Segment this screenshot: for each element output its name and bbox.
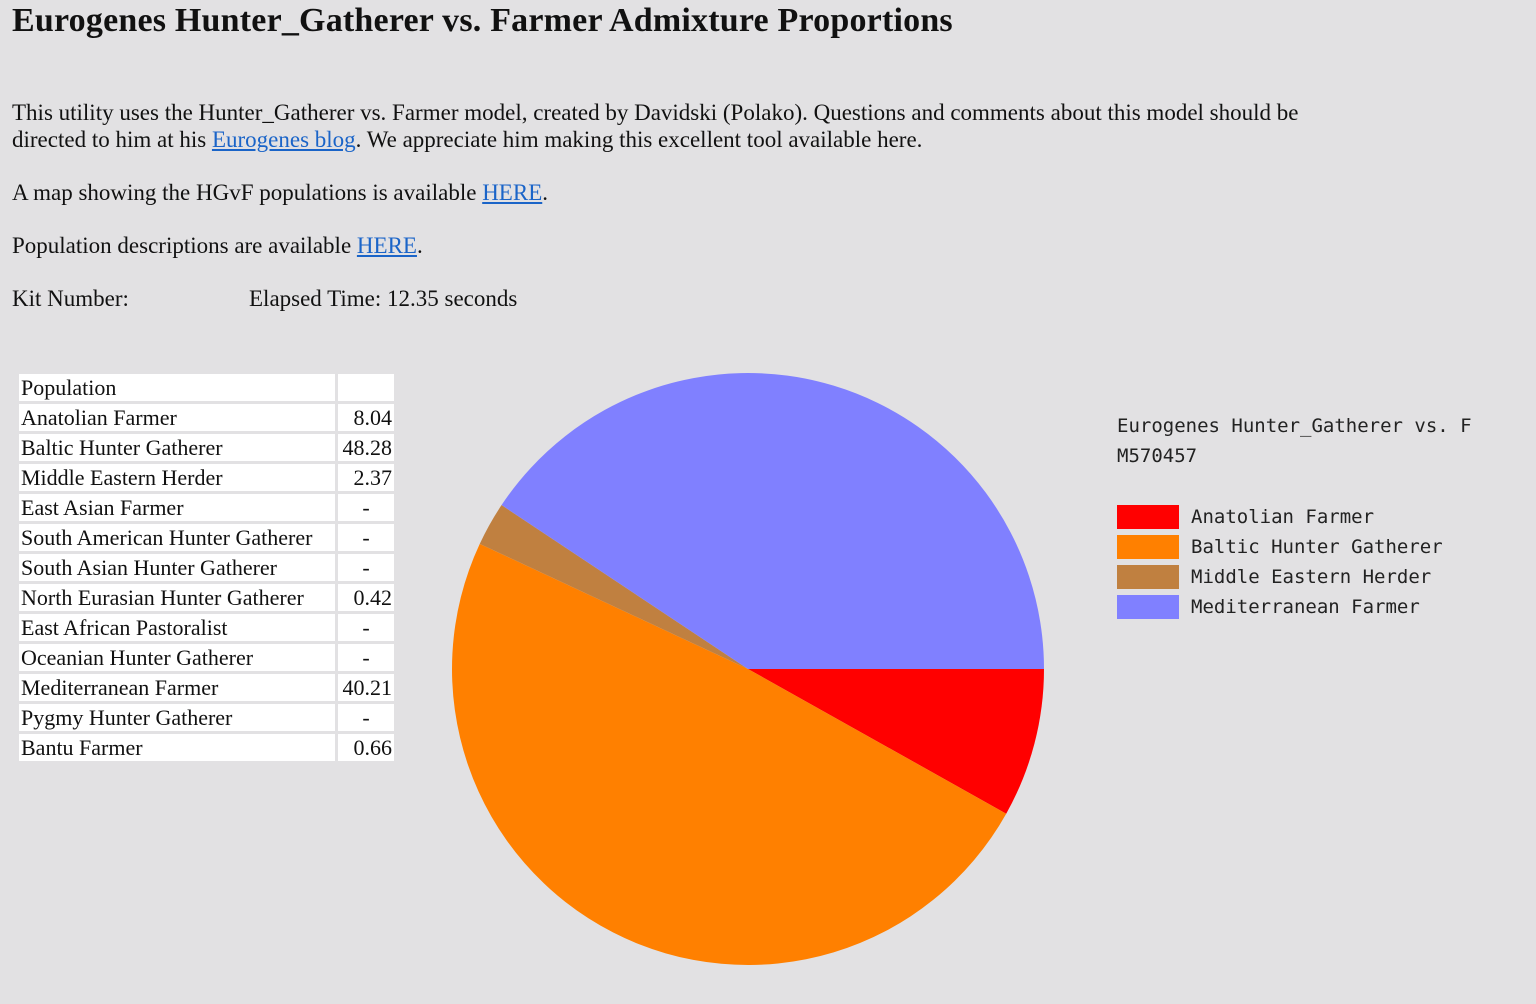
population-name: South Asian Hunter Gatherer xyxy=(19,554,335,581)
table-row: Anatolian Farmer 8.04 xyxy=(19,404,394,431)
descriptions-text: Population descriptions are available xyxy=(12,233,357,258)
table-row: Mediterranean Farmer 40.21 xyxy=(19,674,394,701)
map-here-link[interactable]: HERE xyxy=(482,180,543,205)
population-name: Anatolian Farmer xyxy=(19,404,335,431)
legend-swatch xyxy=(1117,505,1179,529)
table-row: South Asian Hunter Gatherer - xyxy=(19,554,394,581)
population-value: 0.42 xyxy=(338,584,394,611)
legend-label: Anatolian Farmer xyxy=(1191,506,1375,528)
table-row: Bantu Farmer 0.66 xyxy=(19,734,394,761)
intro-text: This utility uses the Hunter_Gatherer vs… xyxy=(12,100,1299,152)
descriptions-paragraph: Population descriptions are available HE… xyxy=(12,232,423,259)
pie-slice-anatolian-farmer xyxy=(748,669,1044,814)
elapsed-time: Elapsed Time: 12.35 seconds xyxy=(249,286,518,311)
population-name: Mediterranean Farmer xyxy=(19,674,335,701)
population-name: Baltic Hunter Gatherer xyxy=(19,434,335,461)
population-name: East African Pastoralist xyxy=(19,614,335,641)
population-value: - xyxy=(338,494,394,521)
pie-slice-middle-eastern-herder xyxy=(479,505,748,669)
population-table: Population Anatolian Farmer 8.04 Baltic Hu… xyxy=(16,371,397,764)
table-row: Oceanian Hunter Gatherer - xyxy=(19,644,394,671)
pie-slice-mediterranean-farmer xyxy=(501,372,1044,669)
map-text-end: . xyxy=(542,180,548,205)
table-row: East African Pastoralist - xyxy=(19,614,394,641)
chart-legend: Eurogenes Hunter_Gatherer vs. F M570457 … xyxy=(1100,400,1492,640)
legend-swatch xyxy=(1117,535,1179,559)
population-value: - xyxy=(338,554,394,581)
population-value: - xyxy=(338,704,394,731)
value-header xyxy=(338,374,394,401)
population-value: 40.21 xyxy=(338,674,394,701)
table-row: South American Hunter Gatherer - xyxy=(19,524,394,551)
table-header-row: Population xyxy=(19,374,394,401)
legend-label: Mediterranean Farmer xyxy=(1191,596,1420,618)
table-row: Middle Eastern Herder 2.37 xyxy=(19,464,394,491)
population-name: Middle Eastern Herder xyxy=(19,464,335,491)
legend-label: Middle Eastern Herder xyxy=(1191,566,1432,588)
table-row: North Eurasian Hunter Gatherer 0.42 xyxy=(19,584,394,611)
legend-swatch xyxy=(1117,595,1179,619)
map-text: A map showing the HGvF populations is av… xyxy=(12,180,483,205)
chart-title: Eurogenes Hunter_Gatherer vs. F xyxy=(1117,415,1472,437)
population-value: 8.04 xyxy=(338,404,394,431)
chart-kit-number: M570457 xyxy=(1117,445,1198,467)
map-paragraph: A map showing the HGvF populations is av… xyxy=(12,179,548,206)
descriptions-text-end: . xyxy=(416,233,423,258)
population-value: - xyxy=(338,614,394,641)
population-name: Pygmy Hunter Gatherer xyxy=(19,704,335,731)
population-header: Population xyxy=(19,374,335,401)
population-value: - xyxy=(338,524,394,551)
intro-paragraph: This utility uses the Hunter_Gatherer vs… xyxy=(12,99,1312,153)
population-name: North Eurasian Hunter Gatherer xyxy=(19,584,335,611)
intro-text-end: . We appreciate him making this excellen… xyxy=(355,127,923,152)
table-row: Baltic Hunter Gatherer 48.28 xyxy=(19,434,394,461)
population-name: Oceanian Hunter Gatherer xyxy=(19,644,335,671)
descriptions-here-link[interactable]: HERE xyxy=(356,233,417,258)
population-value: 2.37 xyxy=(338,464,394,491)
population-name: Bantu Farmer xyxy=(19,734,335,761)
kit-number-label: Kit Number: xyxy=(12,286,129,311)
page-title: Eurogenes Hunter_Gatherer vs. Farmer Adm… xyxy=(12,2,953,39)
admixture-pie-chart xyxy=(451,372,1044,966)
population-value: 0.66 xyxy=(338,734,394,761)
pie-slice-baltic-hunter-gatherer xyxy=(451,543,1007,966)
table-row: East Asian Farmer - xyxy=(19,494,394,521)
eurogenes-blog-link[interactable]: Eurogenes blog xyxy=(211,127,356,152)
legend-swatch xyxy=(1117,565,1179,589)
population-name: East Asian Farmer xyxy=(19,494,335,521)
population-value: - xyxy=(338,644,394,671)
table-row: Pygmy Hunter Gatherer - xyxy=(19,704,394,731)
legend-label: Baltic Hunter Gatherer xyxy=(1191,536,1443,558)
population-value: 48.28 xyxy=(338,434,394,461)
population-name: South American Hunter Gatherer xyxy=(19,524,335,551)
